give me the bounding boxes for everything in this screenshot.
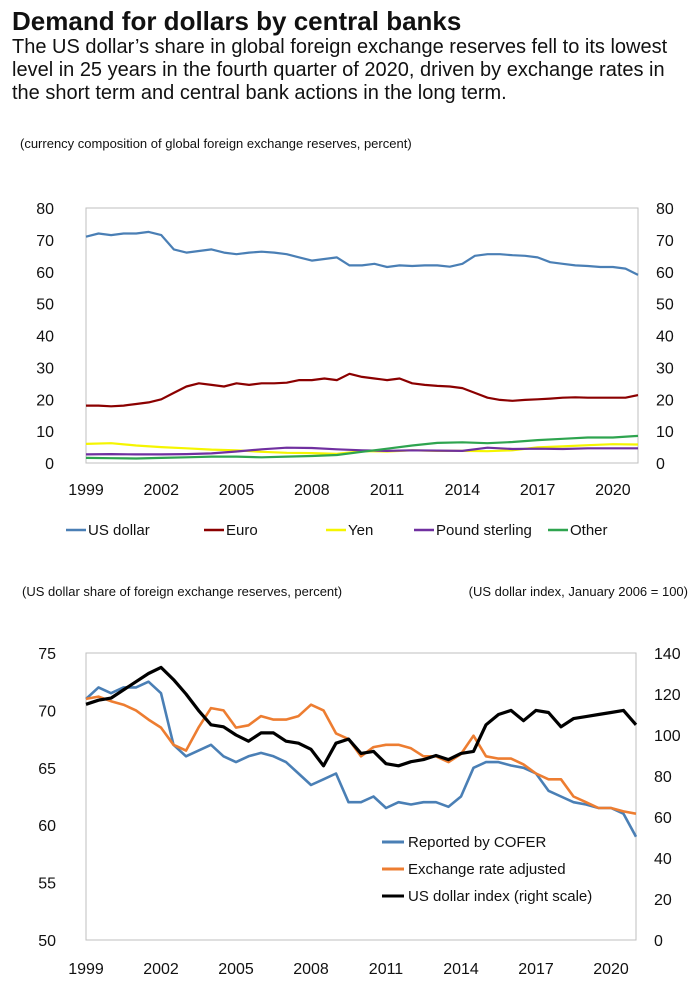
legend-label-euro: Euro [226,522,258,539]
x-tick-label: 2008 [294,482,330,499]
x-tick-label: 2005 [219,482,255,499]
legend-label-us-dollar: US dollar [88,522,150,539]
page-title: Demand for dollars by central banks [12,6,462,36]
x-tick-label: 1999 [68,961,104,978]
y-tick-label-left: 10 [36,424,54,441]
y-tick-label-right: 60 [656,265,674,282]
x-tick-label: 2002 [143,961,179,978]
y-tick-label-left: 65 [38,761,56,778]
y-tick-label-left: 50 [38,933,56,950]
y-tick-label-left: 80 [36,201,54,218]
x-tick-label: 2020 [595,482,631,499]
y-tick-label-left: 70 [38,703,56,720]
y-tick-label-right: 70 [656,233,674,250]
y-tick-label-right: 30 [656,360,674,377]
series-line-us-dollar [85,230,639,276]
y-tick-label-right: 40 [654,851,672,868]
y-tick-label-left: 75 [38,646,56,663]
series-line-exchange-rate-adjusted [85,695,637,815]
legend-label-other: Other [570,522,608,539]
series-line-euro [86,372,639,408]
series-line-other [85,434,639,460]
y-tick-label-right: 0 [656,456,665,473]
x-tick-label: 2017 [518,961,554,978]
y-tick-label-right: 10 [656,424,674,441]
y-tick-label-left: 55 [38,876,56,893]
y-tick-label-left: 40 [36,329,54,346]
x-tick-label: 2014 [443,961,479,978]
y-tick-label-right: 0 [654,933,663,950]
y-tick-label-left: 60 [36,265,54,282]
plot-frame [85,652,637,941]
chart1-note: (currency composition of global foreign … [20,136,412,151]
legend-label-us-dollar-index-right-scale: US dollar index (right scale) [408,888,592,905]
x-tick-label: 2014 [445,482,481,499]
x-tick-label: 2017 [520,482,556,499]
y-tick-label-left: 20 [36,392,54,409]
series-line-pound-sterling [85,446,638,456]
y-tick-label-left: 70 [36,233,54,250]
dollar-share-chart: 50 55 60 65 70 75 0 20 40 60 80 100 120 140 1999 2002 20… [38,646,681,978]
y-tick-label-right: 20 [656,392,674,409]
y-tick-label-left: 0 [45,456,54,473]
y-tick-label-left: 30 [36,360,54,377]
legend-label-yen: Yen [348,522,373,539]
x-tick-label: 2002 [143,482,179,499]
y-tick-label-right: 40 [656,329,674,346]
x-tick-label: 2011 [370,482,405,499]
x-tick-label: 1999 [68,482,104,499]
x-tick-label: 2008 [293,961,329,978]
y-tick-label-right: 60 [654,810,672,827]
series-line-us-dollar-index-right-scale [85,665,638,768]
y-tick-label-right: 120 [654,687,681,704]
plot-frame [85,207,639,464]
y-tick-label-right: 80 [654,769,672,786]
series-line-reported-by-cofer [85,680,638,838]
y-tick-label-left: 60 [38,818,56,835]
page-subtitle: The US dollar’s share in global foreign … [12,36,668,104]
legend-label-pound-sterling: Pound sterling [436,522,532,539]
y-tick-label-right: 80 [656,201,674,218]
chart2-note-left: (US dollar share of foreign exchange res… [22,584,343,599]
y-tick-label-right: 100 [654,728,681,745]
y-tick-label-right: 50 [656,297,674,314]
x-tick-label: 2020 [593,961,629,978]
y-tick-label-right: 140 [654,646,681,663]
legend-label-exchange-rate-adjusted: Exchange rate adjusted [408,861,566,878]
chart2-note-right: (US dollar index, January 2006 = 100) [468,584,688,599]
y-tick-label-left: 50 [36,297,54,314]
legend-label-reported-by-cofer: Reported by COFER [408,834,547,851]
y-tick-label-right: 20 [654,892,672,909]
x-tick-label: 2005 [218,961,254,978]
x-tick-label: 2011 [369,961,404,978]
